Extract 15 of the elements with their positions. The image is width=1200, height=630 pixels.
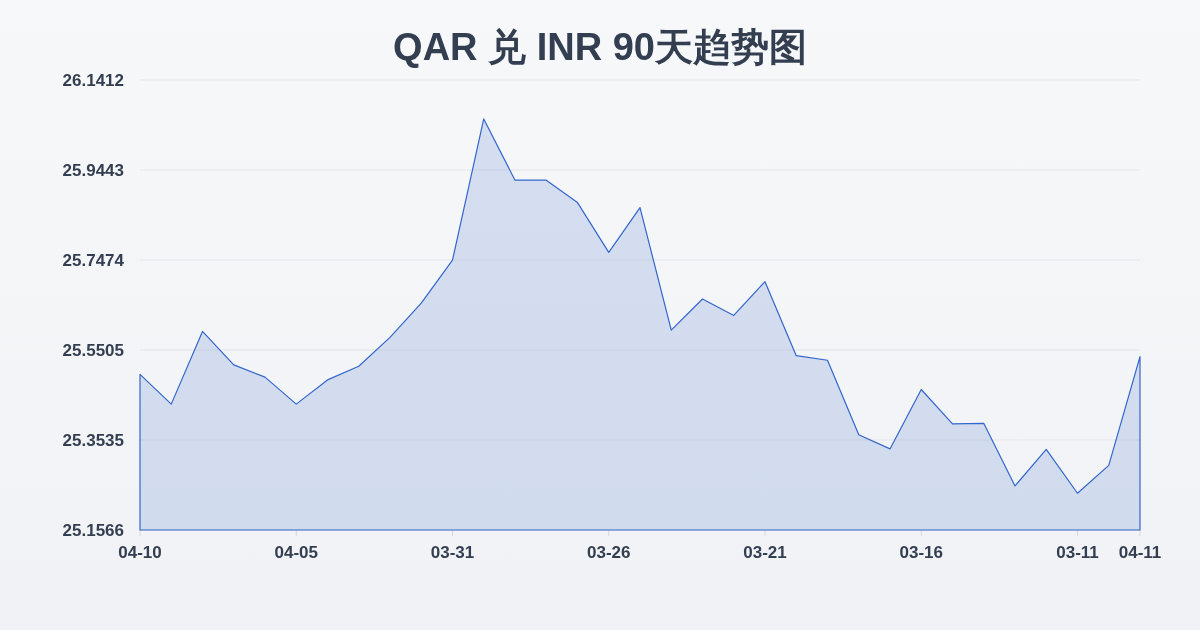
x-tick-label: 03-31 [430,543,475,562]
y-tick-label: 26.1412 [62,71,124,90]
x-tick-label: 03-11 [1056,543,1099,562]
y-tick-label: 25.1566 [62,521,124,540]
x-tick-label: 04-05 [274,543,318,562]
x-tick-label: 03-16 [899,543,943,562]
x-tick-label: 04-11 [1118,543,1162,562]
y-tick-label: 25.9443 [62,160,124,180]
x-tick-label: 03-26 [587,543,631,562]
y-tick-label: 25.5505 [62,340,124,360]
y-tick-label: 25.3535 [62,431,124,451]
y-tick-label: 25.7474 [62,250,125,270]
x-tick-label: 04-10 [118,543,162,562]
x-tick-label: 03-21 [743,543,787,562]
chart-title: QAR 兑 INR 90天趋势图 [393,26,807,68]
